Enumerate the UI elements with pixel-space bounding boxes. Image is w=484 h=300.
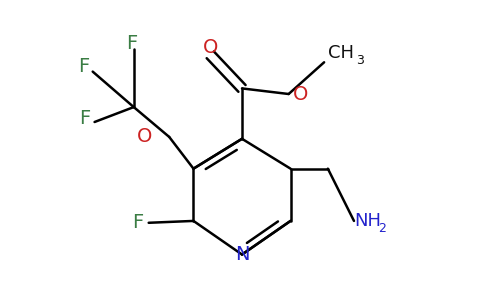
Text: O: O — [292, 85, 308, 104]
Text: O: O — [137, 128, 152, 146]
Text: F: F — [79, 109, 91, 128]
Text: 3: 3 — [356, 54, 363, 67]
Text: CH: CH — [328, 44, 354, 62]
Text: O: O — [203, 38, 218, 57]
Text: 2: 2 — [378, 222, 386, 235]
Text: N: N — [235, 245, 249, 264]
Text: F: F — [132, 213, 143, 232]
Text: NH: NH — [354, 212, 381, 230]
Text: F: F — [126, 34, 137, 53]
Text: F: F — [78, 56, 89, 76]
